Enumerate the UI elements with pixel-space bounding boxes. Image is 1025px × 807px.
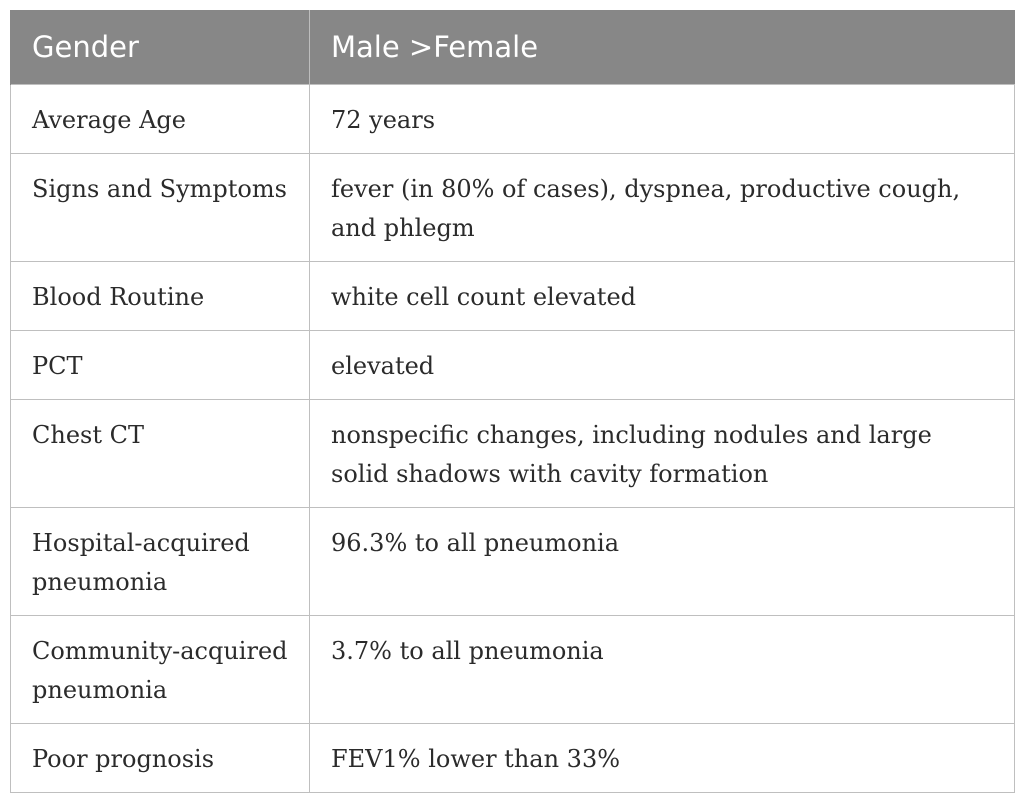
row-label: Average Age xyxy=(10,83,310,154)
row-label: Chest CT xyxy=(10,398,310,508)
table-row: Community-acquired pneumonia 3.7% to all… xyxy=(10,614,1015,724)
row-value: elevated xyxy=(309,329,1015,400)
row-label: Community-acquired pneumonia xyxy=(10,614,310,724)
row-value: nonspecific changes, including nodules a… xyxy=(309,398,1015,508)
row-value: white cell count elevated xyxy=(309,260,1015,331)
row-label: Hospital-acquired pneumonia xyxy=(10,506,310,616)
table-header-row: Gender Male >Female xyxy=(10,10,1015,84)
row-value: 72 years xyxy=(309,83,1015,154)
row-label: Signs and Symptoms xyxy=(10,152,310,262)
row-label: Poor prognosis xyxy=(10,722,310,793)
row-label: PCT xyxy=(10,329,310,400)
row-value: 96.3% to all pneumonia xyxy=(309,506,1015,616)
row-label: Blood Routine xyxy=(10,260,310,331)
table-row: Signs and Symptoms fever (in 80% of case… xyxy=(10,152,1015,262)
header-cell-gender: Gender xyxy=(10,10,310,84)
header-cell-male-female: Male >Female xyxy=(309,10,1015,84)
table-row: Average Age 72 years xyxy=(10,83,1015,154)
clinical-features-table-container: Gender Male >Female Average Age 72 years… xyxy=(10,10,1015,793)
table-row: PCT elevated xyxy=(10,329,1015,400)
row-value: 3.7% to all pneumonia xyxy=(309,614,1015,724)
table-row: Blood Routine white cell count elevated xyxy=(10,260,1015,331)
table-row: Hospital-acquired pneumonia 96.3% to all… xyxy=(10,506,1015,616)
clinical-features-table: Gender Male >Female Average Age 72 years… xyxy=(10,10,1015,793)
row-value: fever (in 80% of cases), dyspnea, produc… xyxy=(309,152,1015,262)
table-row: Poor prognosis FEV1% lower than 33% xyxy=(10,722,1015,793)
row-value: FEV1% lower than 33% xyxy=(309,722,1015,793)
table-row: Chest CT nonspecific changes, including … xyxy=(10,398,1015,508)
